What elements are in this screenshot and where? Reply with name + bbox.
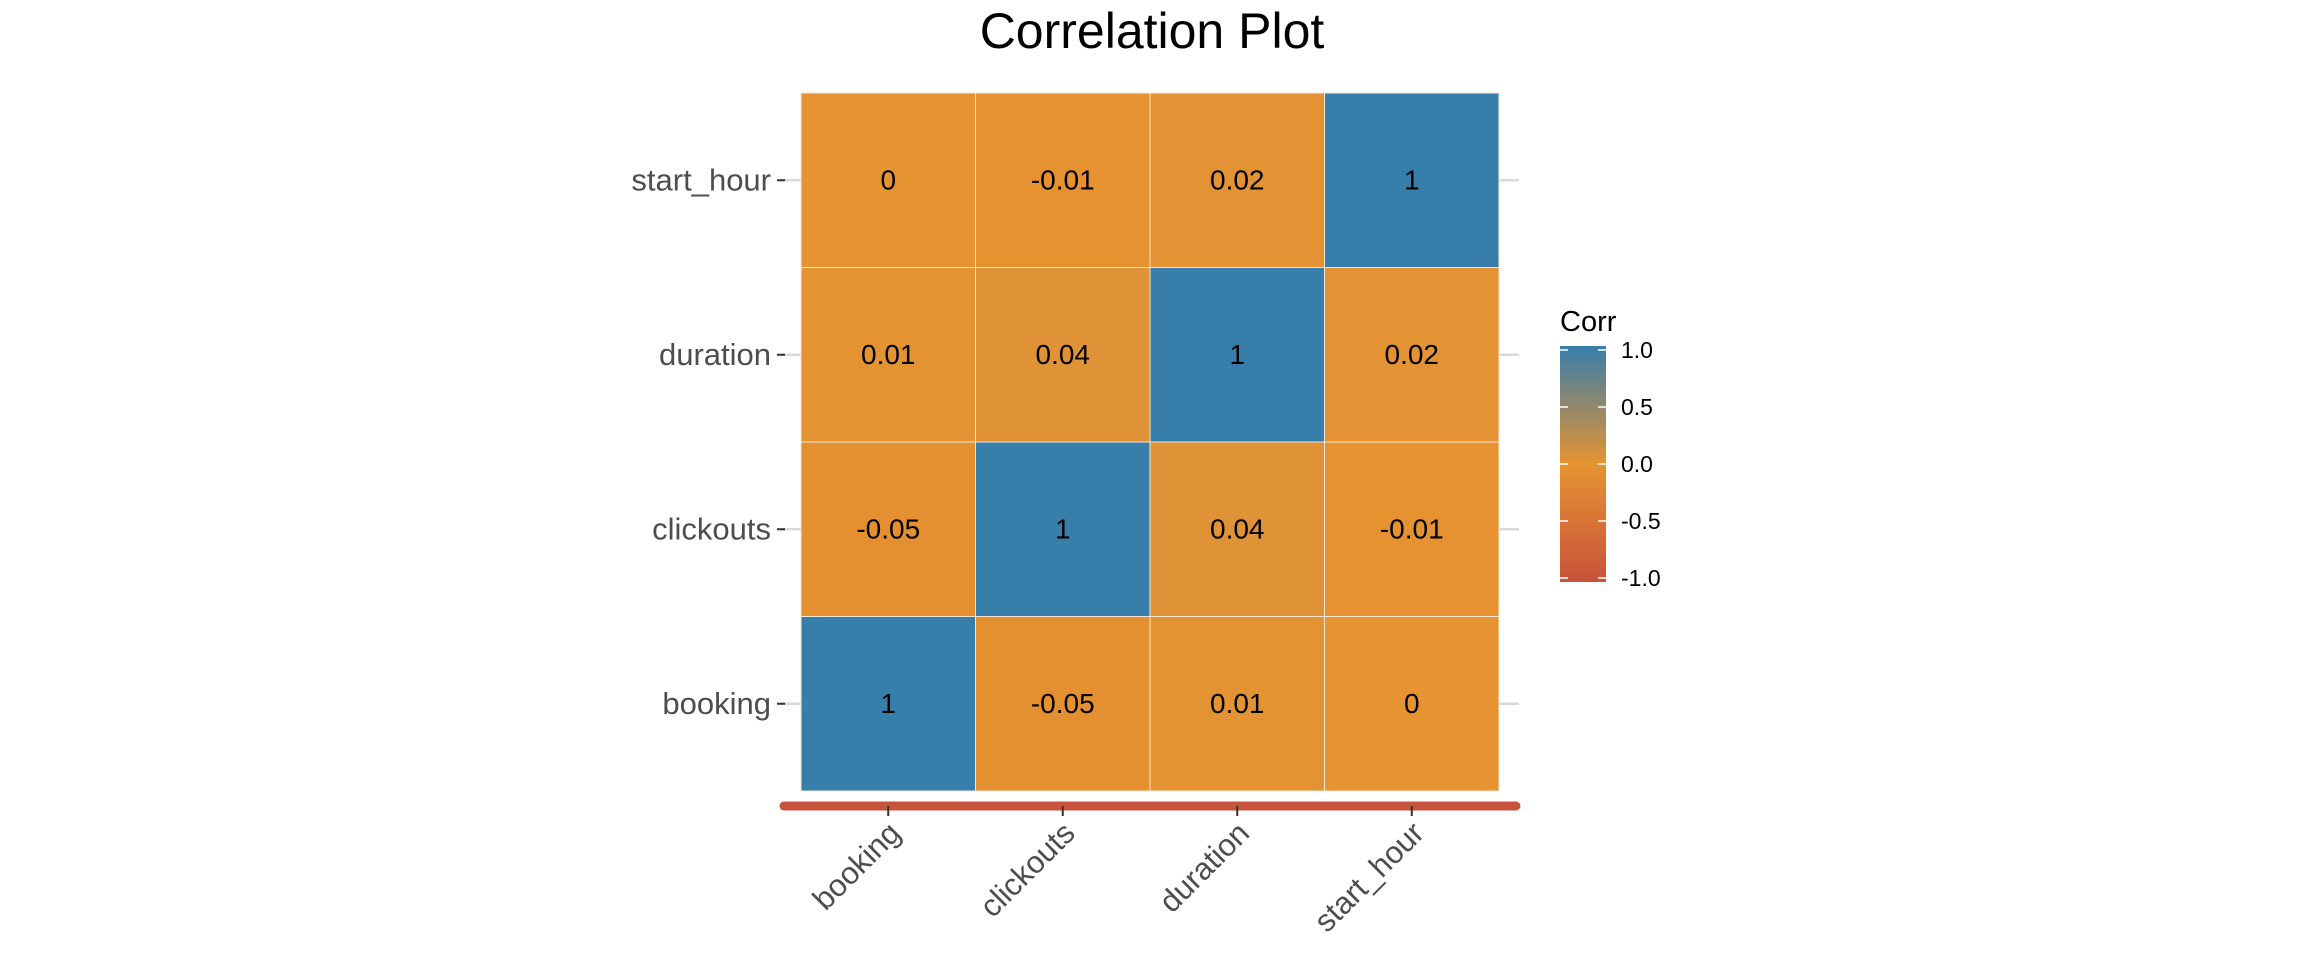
heatmap-cell — [1149, 616, 1325, 792]
cell-value-label: -0.05 — [856, 513, 920, 544]
heatmap-cell — [975, 92, 1151, 268]
cell-value-label: -0.05 — [1031, 688, 1095, 719]
cell-value-label: -0.01 — [1380, 513, 1444, 544]
y-axis: booking clickouts duration start_hour — [631, 162, 785, 721]
cell-value-label: 0 — [1404, 688, 1420, 719]
heatmap-cell — [1149, 267, 1325, 443]
heatmap-cell — [1324, 267, 1500, 443]
x-axis: booking clickouts duration start_hour — [779, 801, 1521, 939]
chart-title: Correlation Plot — [980, 3, 1325, 59]
heatmap-cell — [800, 267, 976, 443]
heatmap-cell — [800, 92, 976, 268]
legend-tick-label: 0.5 — [1621, 394, 1653, 420]
cell-value-label: 1 — [1229, 339, 1245, 370]
cell-value-label: 0.04 — [1036, 339, 1091, 370]
legend-title: Corr — [1560, 306, 1617, 338]
heatmap-cell — [975, 441, 1151, 617]
x-tick-label: clickouts — [973, 815, 1082, 924]
cell-value-label: 1 — [1404, 164, 1420, 195]
y-tick-label: booking — [662, 686, 771, 721]
y-tick-label: clickouts — [652, 511, 771, 546]
x-tick-label: booking — [806, 815, 908, 917]
cell-value-label: 0.01 — [1210, 688, 1265, 719]
heatmap-cell — [1149, 441, 1325, 617]
y-tick-label: duration — [659, 337, 771, 372]
heatmap-cell — [975, 616, 1151, 792]
cell-value-label: 0.02 — [1210, 164, 1265, 195]
legend-tick-label: -1.0 — [1621, 565, 1661, 591]
legend-tick-label: 0.0 — [1621, 451, 1653, 477]
heatmap-cell — [800, 441, 976, 617]
heatmap-cells: 1 -0.05 0.01 0 -0.05 1 0.04 -0.01 0.01 0.04 1 0.02 0… — [800, 92, 1500, 792]
cell-value-label: 0 — [880, 164, 896, 195]
x-tick-label: duration — [1152, 815, 1256, 919]
legend: Corr 1.0 0.5 0.0 -0.5 -1.0 — [1560, 306, 1661, 591]
cell-value-label: 1 — [1055, 513, 1071, 544]
heatmap-cell — [1324, 616, 1500, 792]
cell-value-label: 0.04 — [1210, 513, 1265, 544]
cell-value-label: -0.01 — [1031, 164, 1095, 195]
cell-value-label: 1 — [880, 688, 896, 719]
legend-tick-label: -0.5 — [1621, 508, 1661, 534]
cell-value-label: 0.01 — [861, 339, 916, 370]
heatmap-cell — [1324, 441, 1500, 617]
y-tick-label: start_hour — [631, 162, 771, 197]
cell-value-label: 0.02 — [1385, 339, 1440, 370]
x-tick-label: start_hour — [1307, 815, 1430, 938]
heatmap-cell — [800, 616, 976, 792]
legend-tick-label: 1.0 — [1621, 337, 1653, 363]
heatmap-cell — [1324, 92, 1500, 268]
